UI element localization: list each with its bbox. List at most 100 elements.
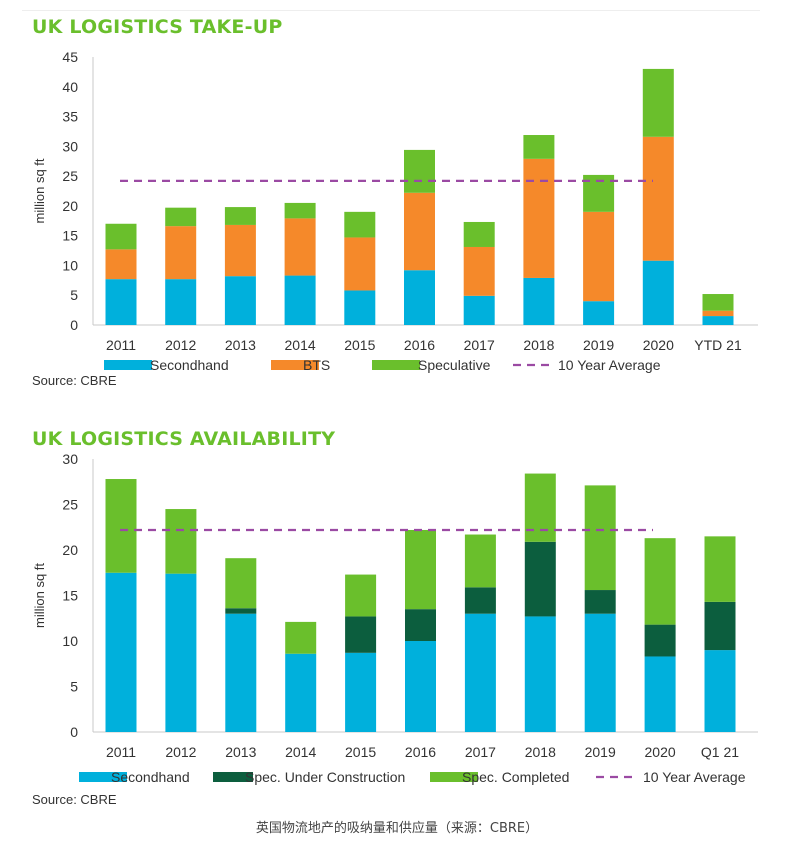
bar-segment-speculative (284, 202, 316, 219)
x-tick-label: 2011 (106, 744, 136, 760)
bar-segment-spec-under-construction (644, 624, 676, 657)
y-tick-label: 20 (62, 542, 78, 558)
bar-segment-spec-completed (704, 536, 736, 602)
legend-swatch (213, 772, 253, 782)
y-tick-label: 40 (62, 79, 78, 95)
x-tick-label: 2018 (525, 744, 556, 760)
y-tick-label: 0 (70, 724, 78, 740)
bar-segment-secondhand (404, 270, 435, 325)
y-tick-label: 20 (62, 198, 78, 214)
bar-segment-secondhand (165, 573, 197, 732)
bar-segment-speculative (165, 207, 197, 227)
legend-label: Secondhand (111, 769, 190, 785)
legend-swatch (271, 360, 319, 370)
bar-segment-speculative (404, 149, 435, 193)
x-tick-label: 2015 (344, 337, 375, 353)
x-tick-label: 2011 (106, 337, 136, 353)
chart-title: UK LOGISTICS TAKE-UP (32, 16, 283, 38)
bar-segment-spec-completed (345, 574, 377, 617)
y-tick-label: 5 (70, 679, 78, 695)
x-tick-label: 2020 (645, 744, 676, 760)
bar-segment-spec-under-construction (464, 587, 496, 614)
bar-segment-secondhand (284, 275, 316, 325)
bar-segment-bts (284, 218, 316, 276)
bar-segment-secondhand (583, 301, 615, 325)
bar-segment-secondhand (523, 277, 555, 325)
bar-segment-secondhand (702, 316, 734, 325)
bar-segment-bts (463, 246, 495, 296)
bar-segment-secondhand (644, 656, 676, 732)
bar-segment-secondhand (225, 613, 257, 732)
bar-segment-spec-completed (584, 485, 616, 591)
y-tick-label: 45 (62, 49, 78, 65)
x-tick-label: YTD 21 (694, 337, 742, 353)
x-tick-label: 2013 (225, 744, 256, 760)
bar-segment-secondhand (704, 650, 736, 732)
bar-segment-bts (105, 249, 137, 280)
legend-label: 10 Year Average (558, 357, 661, 373)
legend-swatch (372, 360, 420, 370)
bar-segment-spec-completed (464, 534, 496, 588)
x-tick-label: 2014 (285, 337, 316, 353)
bar-segment-spec-completed (225, 558, 257, 609)
x-tick-label: 2012 (165, 337, 196, 353)
bar-segment-spec-completed (524, 473, 556, 542)
bar-segment-spec-completed (105, 479, 137, 573)
bar-segment-secondhand (345, 652, 377, 732)
bar-segment-speculative (344, 211, 376, 238)
bar-segment-secondhand (463, 295, 495, 325)
bar-segment-secondhand (464, 613, 496, 732)
legend-label: 10 Year Average (643, 769, 746, 785)
bar-segment-secondhand (105, 279, 137, 325)
bar-segment-secondhand (405, 641, 436, 732)
chart-source: Source: CBRE (32, 373, 117, 388)
bar-segment-secondhand (642, 260, 674, 325)
bar-segment-bts (702, 310, 734, 317)
x-tick-label: 2018 (523, 337, 554, 353)
bar-segment-secondhand (105, 572, 137, 732)
bar-segment-secondhand (344, 290, 376, 325)
bar-segment-bts (523, 158, 555, 278)
y-tick-label: 15 (62, 588, 78, 604)
x-tick-label: 2016 (405, 744, 436, 760)
y-tick-label: 30 (62, 138, 78, 154)
legend-label: Spec. Under Construction (245, 769, 405, 785)
bar-segment-spec-under-construction (225, 608, 257, 614)
legend-swatch (104, 360, 152, 370)
bar-segment-spec-completed (285, 621, 317, 654)
chart-source: Source: CBRE (32, 792, 117, 807)
x-tick-label: 2020 (643, 337, 674, 353)
x-tick-label: Q1 21 (701, 744, 739, 760)
y-tick-label: 10 (62, 257, 78, 273)
bar-segment-spec-completed (644, 538, 676, 625)
bar-segment-speculative (523, 135, 555, 159)
bar-segment-speculative (224, 207, 256, 225)
bar-segment-spec-under-construction (345, 616, 377, 653)
bar-segment-speculative (642, 68, 674, 137)
legend-label: Secondhand (150, 357, 229, 373)
bar-segment-secondhand (584, 613, 616, 732)
bar-segment-spec-completed (165, 509, 197, 574)
bar-segment-speculative (702, 294, 734, 311)
x-tick-label: 2012 (165, 744, 196, 760)
bar-segment-bts (344, 237, 376, 291)
bar-segment-speculative (105, 223, 137, 250)
x-tick-label: 2013 (225, 337, 256, 353)
x-tick-label: 2017 (464, 337, 495, 353)
x-tick-label: 2015 (345, 744, 376, 760)
bar-segment-spec-under-construction (405, 609, 436, 641)
y-tick-label: 5 (70, 287, 78, 303)
y-tick-label: 30 (62, 451, 78, 467)
y-axis-label: million sq ft (32, 563, 47, 628)
x-tick-label: 2019 (585, 744, 616, 760)
y-tick-label: 25 (62, 497, 78, 513)
y-tick-label: 0 (70, 317, 78, 333)
availability-chart: million sq ft 0 5 10 15 20 25 30 2011 2012 2013 201… (32, 451, 758, 785)
legend-label: BTS (303, 357, 330, 373)
x-tick-label: 2017 (465, 744, 496, 760)
bar-segment-spec-under-construction (704, 601, 736, 651)
legend-label: Spec. Completed (462, 769, 569, 785)
y-tick-label: 35 (62, 109, 78, 125)
x-tick-label: 2019 (583, 337, 614, 353)
figure-caption: 英国物流地产的吸纳量和供应量（来源：CBRE） (255, 821, 539, 836)
